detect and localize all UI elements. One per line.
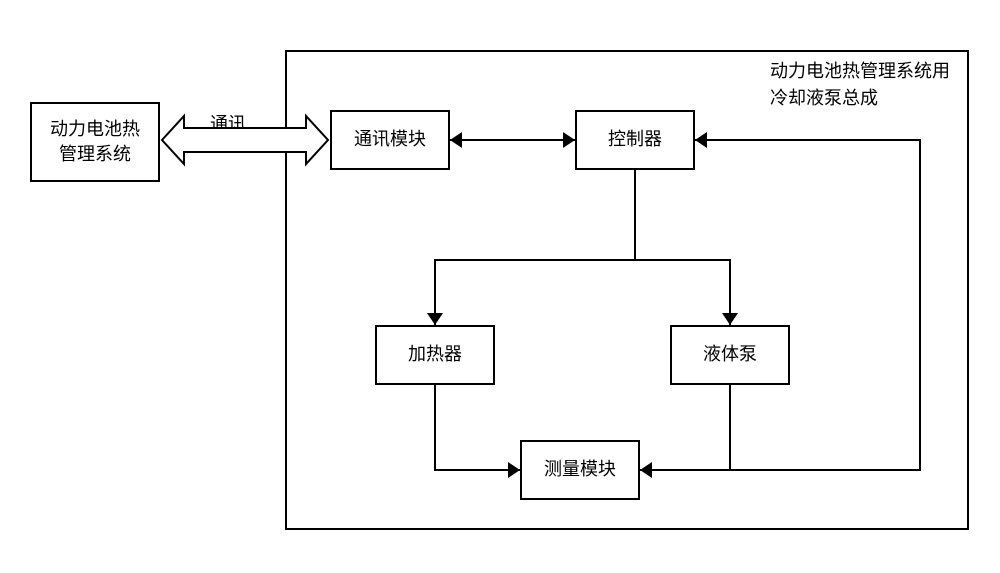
node-comm-module: 通讯模块 xyxy=(330,110,450,170)
comm-arrow-label: 通讯 xyxy=(210,110,246,136)
assembly-label: 动力电池热管理系统用冷却液泵总成 xyxy=(770,58,960,112)
node-controller: 控制器 xyxy=(575,110,695,170)
diagram-container: 动力电池热管理系统用冷却液泵总成 动力电池热管理系统 通讯模块 控制器 加热器 … xyxy=(30,50,970,540)
node-measure: 测量模块 xyxy=(520,440,640,500)
node-tms: 动力电池热管理系统 xyxy=(30,102,160,182)
node-pump: 液体泵 xyxy=(670,325,790,385)
node-heater: 加热器 xyxy=(375,325,495,385)
